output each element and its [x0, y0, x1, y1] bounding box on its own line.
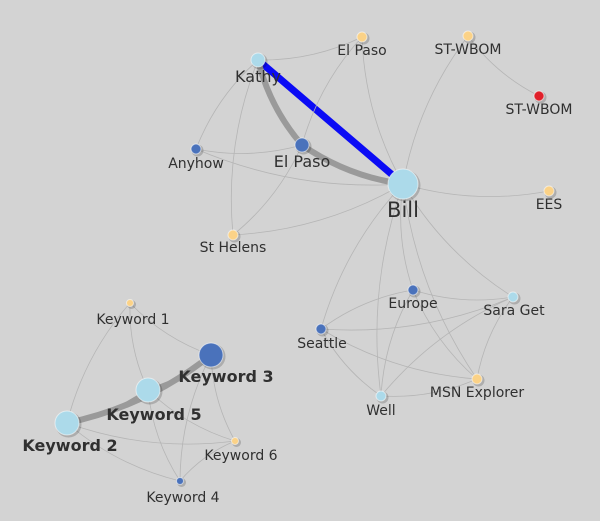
node-label-keyword2: Keyword 2	[22, 436, 117, 455]
edge-saraget-well	[380, 296, 514, 397]
label-layer: Kathy El Paso ST-WBOM ST-WBOM Anyhow El Paso B…	[22, 42, 572, 506]
node-label-keyword1: Keyword 1	[96, 312, 169, 328]
edge-seattle-well	[320, 328, 382, 397]
node-label-seattle: Seattle	[297, 336, 347, 352]
node-label-bill: Bill	[387, 198, 419, 222]
edge-keyword2-keyword6	[66, 422, 236, 445]
edge-saraget-msn	[476, 296, 514, 380]
node-label-stwbom2: ST-WBOM	[506, 102, 573, 118]
edge-kathy-sthelens	[230, 59, 259, 236]
node-label-well: Well	[366, 403, 395, 419]
node-elpaso_top[interactable]	[356, 31, 368, 43]
node-stwbom2[interactable]	[533, 90, 545, 102]
node-keyword5[interactable]	[135, 377, 161, 403]
edge-seattle-msn	[320, 328, 478, 380]
node-elpaso_mid[interactable]	[294, 137, 310, 153]
node-stwbom1[interactable]	[462, 30, 474, 42]
node-keyword1[interactable]	[126, 299, 134, 307]
node-keyword2[interactable]	[54, 410, 80, 436]
edge-bill-msn	[402, 183, 478, 380]
node-bill[interactable]	[387, 168, 419, 200]
node-europe[interactable]	[407, 284, 419, 296]
edge-sthelens-bill	[232, 183, 404, 236]
node-well[interactable]	[375, 390, 387, 402]
node-label-ees: EES	[536, 197, 563, 213]
edge-keyword3-keyword4	[179, 354, 212, 482]
edge-well-msn	[380, 378, 478, 397]
node-label-kathy: Kathy	[235, 67, 281, 86]
edge-bill-ees	[402, 183, 550, 198]
edge-elpaso_top-bill	[361, 36, 404, 185]
node-label-msn: MSN Explorer	[430, 385, 524, 401]
edge-keyword6-keyword4	[179, 440, 236, 482]
node-label-stwbom1: ST-WBOM	[435, 42, 502, 58]
node-sthelens[interactable]	[227, 229, 239, 241]
edge-europe-seattle	[320, 289, 414, 330]
node-seattle[interactable]	[315, 323, 327, 335]
node-label-keyword4: Keyword 4	[146, 490, 219, 506]
edge-kathy-elpaso_mid	[255, 57, 305, 148]
node-label-anyhow: Anyhow	[168, 156, 224, 172]
node-keyword3[interactable]	[198, 342, 224, 368]
node-kathy[interactable]	[250, 52, 266, 68]
edge-kathy-anyhow	[195, 59, 259, 150]
edge-europe-saraget	[412, 289, 514, 301]
node-layer	[54, 30, 557, 487]
edge-stwbom1-stwbom2	[467, 35, 540, 97]
node-label-keyword5: Keyword 5	[106, 405, 201, 424]
edge-sthelens-elpaso_mid	[232, 144, 303, 236]
edge-bill-saraget	[402, 183, 514, 298]
node-label-keyword3: Keyword 3	[178, 367, 273, 386]
edge-kathy-elpaso_top	[257, 36, 363, 61]
edge-bill-well	[376, 183, 404, 397]
edge-bill-seattle	[320, 183, 404, 330]
edge-anyhow-bill	[195, 148, 404, 186]
node-saraget[interactable]	[507, 291, 519, 303]
node-msn[interactable]	[471, 373, 483, 385]
node-label-sthelens: St Helens	[200, 240, 267, 256]
edge-europe-msn	[412, 289, 478, 380]
node-label-keyword6: Keyword 6	[204, 448, 277, 464]
node-label-elpaso_mid: El Paso	[274, 152, 331, 171]
node-label-elpaso_top: El Paso	[337, 43, 386, 59]
edge-anyhow-elpaso_mid	[195, 144, 303, 154]
node-anyhow[interactable]	[190, 143, 202, 155]
node-label-europe: Europe	[388, 296, 437, 312]
edge-kathy-bill	[254, 56, 407, 188]
node-label-saraget: Sara Get	[483, 303, 545, 319]
node-ees[interactable]	[543, 185, 555, 197]
node-keyword4[interactable]	[176, 477, 184, 485]
edge-elpaso_top-elpaso_mid	[301, 36, 363, 146]
edge-stwbom1-bill	[402, 35, 469, 185]
edge-seattle-saraget	[320, 296, 514, 331]
edge-europe-well	[380, 289, 414, 397]
node-keyword6[interactable]	[231, 437, 239, 445]
edge-keyword1-keyword2	[66, 302, 131, 424]
edge-keyword2-keyword4	[66, 422, 181, 482]
